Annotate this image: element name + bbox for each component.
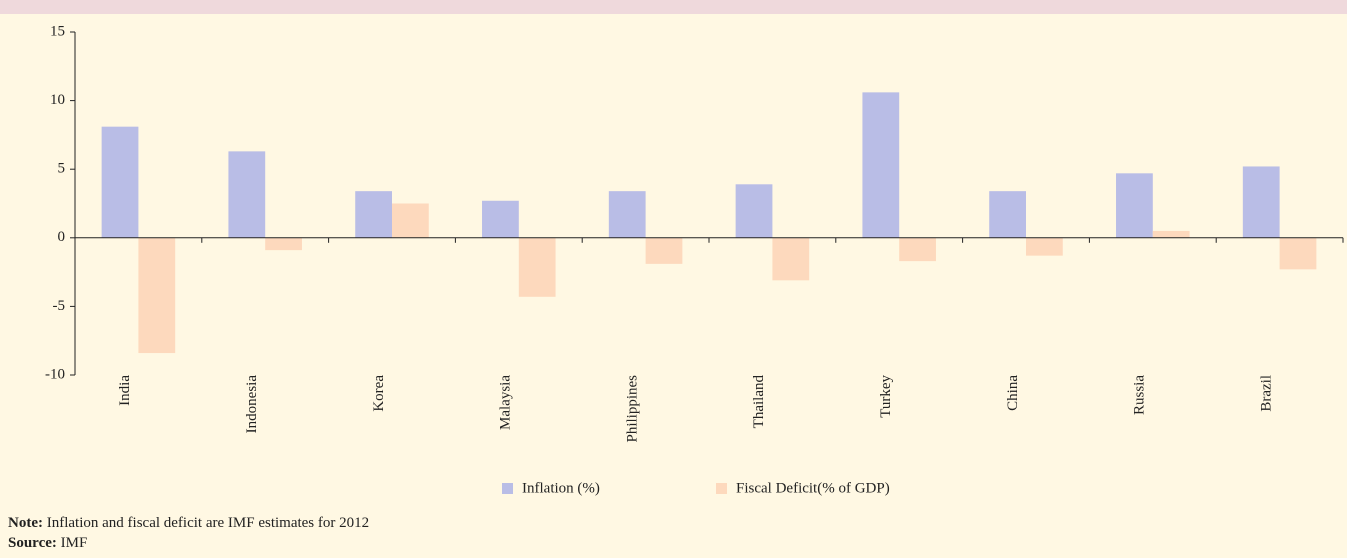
y-tick-label: -10	[45, 366, 65, 382]
bar	[228, 151, 266, 238]
legend-label: Fiscal Deficit(% of GDP)	[736, 480, 890, 496]
x-tick-label: Indonesia	[244, 375, 260, 434]
x-tick-label: India	[117, 375, 133, 406]
x-tick-label: China	[1005, 375, 1021, 411]
legend-label: Inflation (%)	[522, 480, 600, 496]
bar	[482, 200, 519, 238]
source-label: Source:	[8, 535, 57, 551]
bar	[1279, 237, 1317, 270]
bar	[1242, 166, 1280, 238]
x-tick-label: Philippines	[624, 375, 640, 443]
header-band	[0, 0, 1347, 14]
bar	[1026, 237, 1063, 256]
bar	[899, 237, 936, 262]
y-tick-label: 5	[58, 161, 66, 177]
bar	[101, 126, 139, 238]
x-tick-label: Malaysia	[498, 375, 514, 430]
bar	[735, 184, 773, 238]
y-tick-label: 15	[50, 23, 65, 39]
legend-swatch	[716, 483, 727, 494]
source-text: IMF	[61, 535, 88, 551]
bar	[355, 191, 392, 238]
y-tick-label: 10	[50, 92, 65, 108]
y-tick-label: -5	[53, 298, 66, 314]
x-tick-label: Brazil	[1258, 375, 1274, 412]
bar	[1152, 230, 1190, 238]
bar	[645, 237, 683, 264]
bar	[518, 237, 556, 297]
bar	[989, 191, 1026, 238]
note-text: Inflation and fiscal deficit are IMF est…	[47, 515, 369, 531]
bar	[1116, 173, 1153, 238]
note: Note: Inflation and fiscal deficit are I…	[8, 515, 369, 531]
x-tick-label: Turkey	[878, 375, 894, 418]
bar	[862, 92, 900, 238]
note-label: Note:	[8, 515, 43, 531]
x-tick-label: Korea	[371, 375, 387, 412]
bar	[608, 191, 646, 238]
bar	[138, 237, 176, 354]
bar	[392, 203, 429, 238]
bar	[772, 237, 810, 281]
source: Source: IMF	[8, 535, 87, 551]
x-tick-label: Russia	[1132, 375, 1148, 415]
x-tick-label: Thailand	[751, 375, 767, 429]
y-tick-label: 0	[58, 229, 66, 245]
legend-swatch	[502, 483, 513, 494]
bar	[265, 237, 302, 251]
